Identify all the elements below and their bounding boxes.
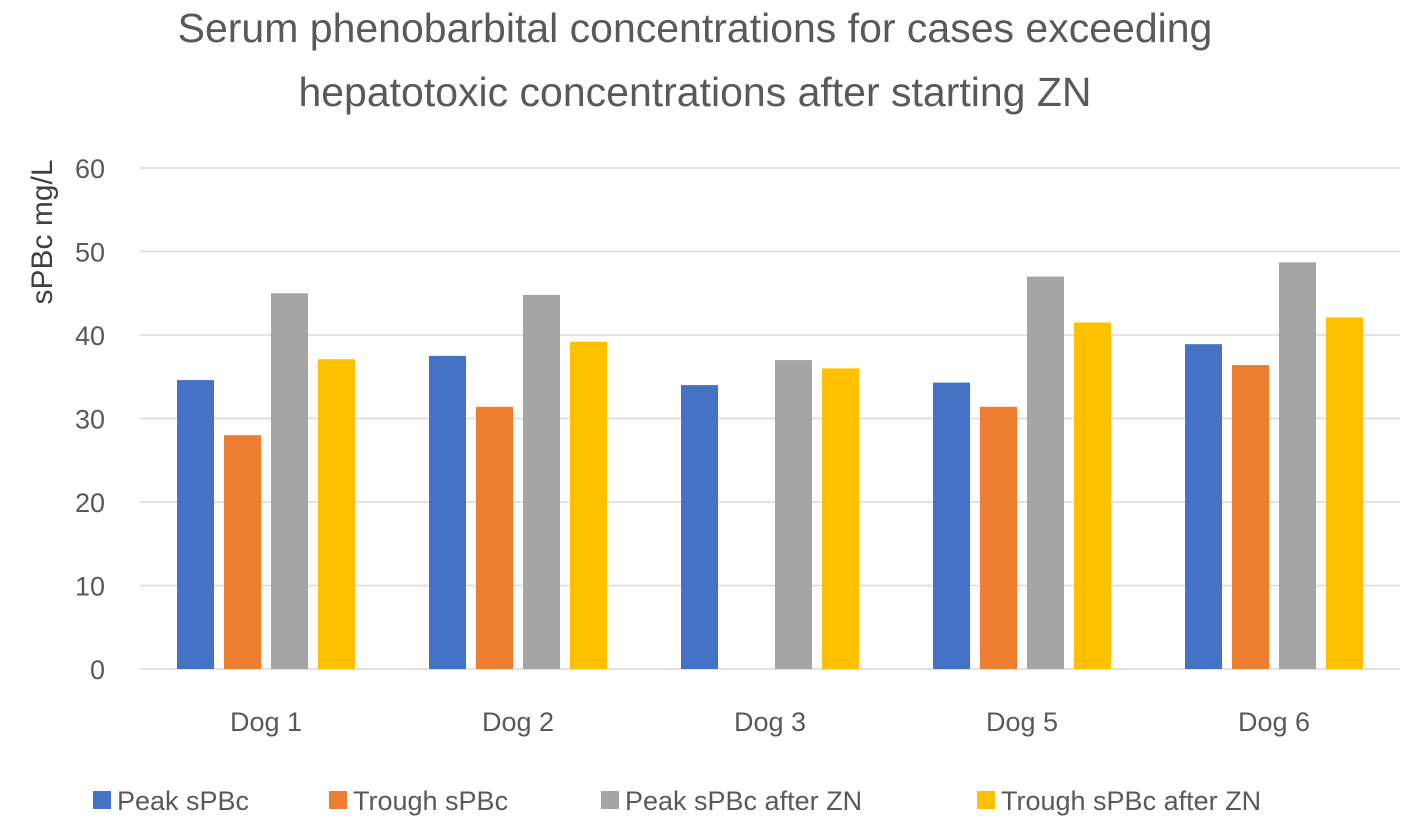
bar-dog-1-series-1: [177, 380, 214, 669]
x-axis-ticks: Dog 1 Dog 2 Dog 3 Dog 5 Dog 6: [230, 707, 1310, 737]
y-tick-label: 50: [75, 238, 105, 268]
bars: [177, 262, 1363, 669]
bar-dog-1-series-4: [318, 359, 355, 669]
chart-title: Serum phenobarbital concentrations for c…: [178, 5, 1213, 115]
bar-dog-3-series-4: [822, 368, 859, 669]
y-axis-ticks: 0 10 20 30 40 50 60: [75, 154, 105, 685]
legend-label: Trough sPBc after ZN: [1001, 786, 1261, 816]
legend-item: Trough sPBc after ZN: [977, 786, 1261, 816]
bar-dog-3-series-1: [681, 385, 718, 669]
x-tick-label: Dog 2: [482, 707, 554, 737]
bar-dog-6-series-1: [1185, 344, 1222, 669]
bar-dog-2-series-2: [476, 406, 513, 669]
y-tick-label: 30: [75, 405, 105, 435]
bar-dog-2-series-3: [523, 294, 560, 669]
y-tick-label: 0: [90, 655, 105, 685]
bar-dog-1-series-2: [224, 435, 261, 669]
x-tick-label: Dog 1: [230, 707, 302, 737]
chart-title-line-1: Serum phenobarbital concentrations for c…: [178, 5, 1213, 51]
bar-dog-2-series-4: [570, 341, 607, 669]
legend-item: Trough sPBc: [329, 786, 508, 816]
x-tick-label: Dog 3: [734, 707, 806, 737]
legend-item: Peak sPBc: [93, 786, 249, 816]
bar-dog-5-series-1: [933, 382, 970, 669]
y-tick-label: 40: [75, 321, 105, 351]
bar-dog-5-series-4: [1074, 322, 1111, 669]
bar-dog-2-series-1: [429, 355, 466, 669]
bar-dog-6-series-3: [1279, 262, 1316, 669]
x-tick-label: Dog 6: [1238, 707, 1310, 737]
legend-swatch: [601, 791, 619, 809]
bar-dog-1-series-3: [271, 293, 308, 669]
legend-swatch: [93, 791, 111, 809]
y-tick-label: 60: [75, 154, 105, 184]
bar-dog-6-series-2: [1232, 365, 1269, 669]
x-tick-label: Dog 5: [986, 707, 1058, 737]
legend-swatch: [977, 791, 995, 809]
chart-title-line-2: hepatotoxic concentrations after startin…: [298, 69, 1091, 115]
legend-swatch: [329, 791, 347, 809]
legend-label: Peak sPBc after ZN: [625, 786, 862, 816]
bar-dog-5-series-3: [1027, 276, 1064, 669]
y-tick-label: 20: [75, 488, 105, 518]
bar-dog-6-series-4: [1326, 317, 1363, 669]
legend: Peak sPBc Trough sPBc Peak sPBc after ZN Tr…: [93, 786, 1261, 816]
bar-dog-5-series-2: [980, 406, 1017, 669]
legend-item: Peak sPBc after ZN: [601, 786, 862, 816]
legend-label: Peak sPBc: [117, 786, 249, 816]
y-tick-label: 10: [75, 572, 105, 602]
y-axis-label: sPBc mg/L: [26, 159, 59, 304]
bar-dog-3-series-3: [775, 360, 812, 669]
legend-label: Trough sPBc: [353, 786, 508, 816]
